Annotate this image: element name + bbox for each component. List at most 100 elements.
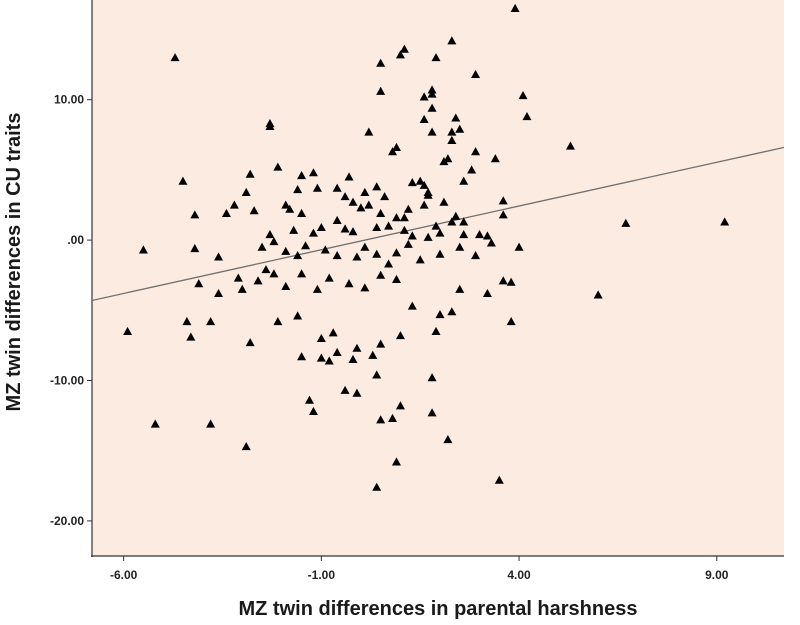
scatter-point	[352, 252, 362, 261]
scatter-point	[455, 284, 465, 293]
scatter-point	[289, 225, 299, 234]
scatter-point	[190, 210, 200, 219]
scatter-point	[304, 395, 314, 404]
scatter-point	[293, 251, 303, 260]
scatter-point	[312, 284, 322, 293]
scatter-point	[486, 238, 496, 247]
scatter-point	[245, 338, 255, 347]
scatter-point	[391, 274, 401, 284]
scatter-point	[352, 343, 362, 352]
scatter-point	[332, 183, 342, 192]
scatter-point	[221, 208, 231, 218]
scatter-point	[415, 255, 425, 264]
scatter-point	[459, 229, 469, 239]
scatter-point	[186, 332, 196, 341]
scatter-point	[407, 178, 417, 187]
scatter-point	[482, 231, 492, 240]
scatter-point	[395, 331, 405, 340]
x-tick-label: 4.00	[507, 568, 531, 582]
scatter-point	[360, 283, 370, 292]
scatter-point	[447, 36, 457, 45]
scatter-point	[273, 317, 283, 326]
scatter-point	[395, 401, 405, 410]
scatter-point	[344, 279, 354, 288]
scatter-point	[261, 265, 271, 274]
scatter-point	[301, 241, 311, 250]
scatter-point	[388, 147, 398, 156]
scatter-point	[265, 121, 275, 130]
scatter-point	[427, 408, 437, 417]
scatter-point	[399, 225, 409, 234]
scatter-point	[419, 180, 429, 189]
scatter-point	[372, 370, 382, 379]
scatter-point	[399, 213, 409, 222]
scatter-point	[498, 210, 508, 219]
scatter-point	[297, 171, 307, 180]
scatter-point	[376, 208, 386, 218]
x-tick-label: 9.00	[705, 568, 729, 582]
scatter-point	[269, 236, 279, 246]
scatter-point	[372, 249, 382, 258]
scatter-point	[332, 251, 342, 260]
scatter-point	[419, 114, 429, 123]
scatter-point	[348, 227, 358, 236]
scatter-point	[265, 229, 275, 239]
scatter-point	[340, 224, 350, 233]
x-tick-label: -6.00	[110, 568, 138, 582]
scatter-point	[308, 228, 318, 237]
scatter-point	[431, 53, 441, 62]
x-tick-label: -1.00	[308, 568, 336, 582]
scatter-point	[482, 288, 492, 298]
scatter-point	[340, 192, 350, 201]
scatter-point	[514, 242, 524, 251]
scatter-point	[241, 187, 251, 196]
scatter-point	[281, 246, 291, 255]
scatter-point	[498, 196, 508, 205]
scatter-point	[518, 90, 528, 100]
scatter-point	[123, 326, 133, 335]
scatter-point	[273, 162, 283, 171]
scatter-point	[316, 353, 326, 362]
scatter-point	[344, 172, 354, 181]
scatter-point	[178, 176, 188, 185]
scatter-point	[312, 183, 322, 192]
scatter-point	[391, 457, 401, 466]
scatter-point	[253, 276, 263, 285]
scatter-point	[376, 58, 386, 67]
scatter-point	[237, 284, 247, 293]
scatter-point	[249, 206, 259, 215]
scatter-point	[297, 269, 307, 278]
scatter-point	[297, 208, 307, 218]
scatter-point	[308, 168, 318, 177]
scatter-point	[206, 317, 216, 326]
scatter-point	[214, 288, 224, 298]
x-axis-title: MZ twin differences in parental harshnes…	[239, 598, 638, 620]
scatter-point	[233, 273, 243, 282]
scatter-point	[308, 406, 318, 415]
scatter-point	[384, 221, 394, 230]
scatter-point	[190, 244, 200, 253]
scatter-point	[229, 200, 239, 209]
scatter-point	[506, 277, 516, 286]
scatter-point	[447, 217, 457, 226]
scatter-point	[494, 475, 504, 484]
scatter-point	[214, 252, 224, 261]
scatter-point	[431, 221, 441, 230]
y-tick-label: 10.00	[54, 93, 84, 107]
scatter-point	[471, 69, 481, 79]
scatter-point	[435, 310, 445, 319]
scatter-point	[380, 192, 390, 201]
scatter-point	[372, 222, 382, 232]
scatter-point	[206, 419, 216, 428]
scatter-point	[324, 273, 334, 282]
y-axis-title: MZ twin differences in CU traits	[3, 113, 25, 412]
scatter-point	[467, 165, 477, 174]
scatter-point	[439, 197, 449, 206]
scatter-point	[447, 127, 457, 136]
scatter-point	[419, 200, 429, 209]
scatter-point	[395, 50, 405, 59]
scatter-point	[443, 434, 453, 444]
scatter-point	[324, 356, 334, 365]
y-axis-ticks: -20.00 -10.00 .00 10.00	[50, 93, 92, 528]
scatter-point	[391, 142, 401, 152]
